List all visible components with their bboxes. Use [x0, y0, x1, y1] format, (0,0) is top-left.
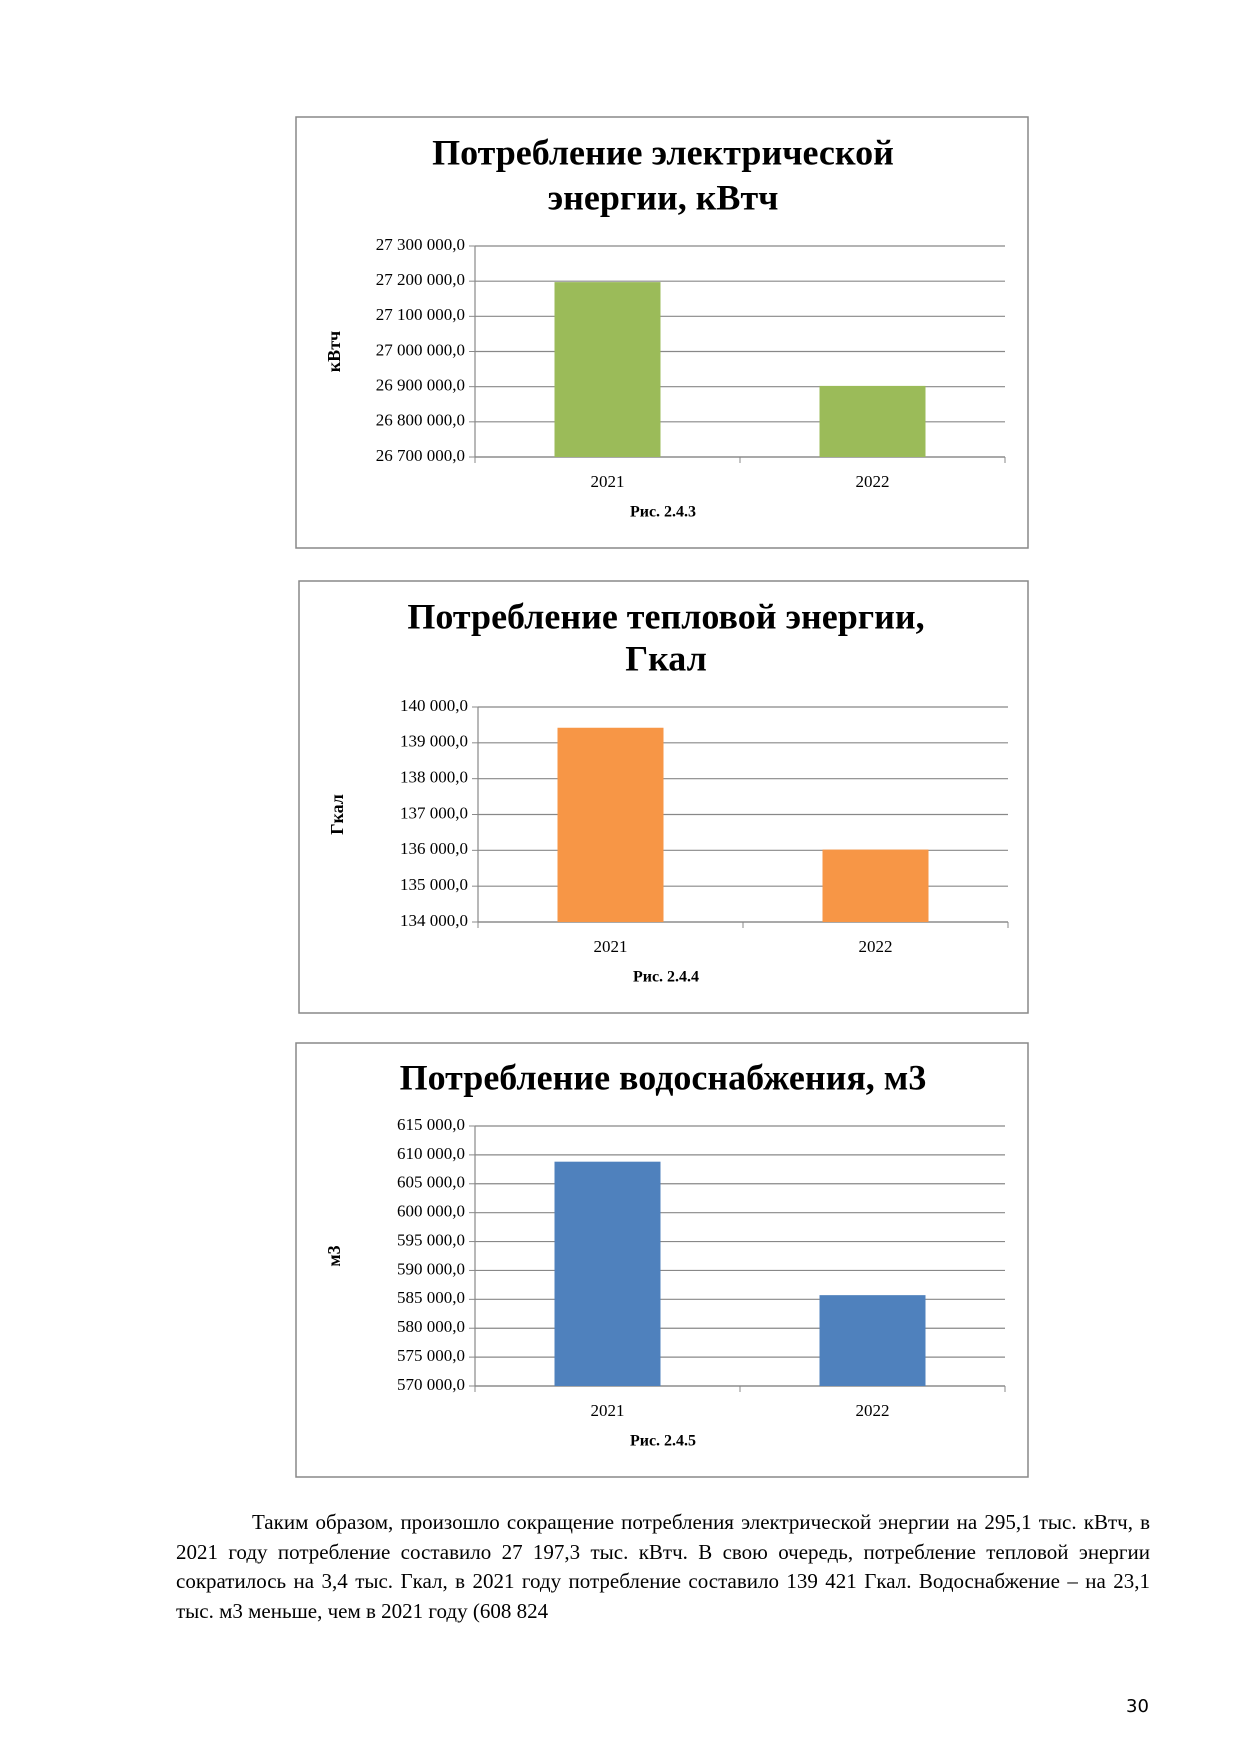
chart-frame	[298, 580, 1029, 1014]
chart-title: Потребление электрической	[432, 132, 894, 172]
chart-title: энергии, кВтч	[548, 177, 779, 217]
x-tick-label: 2021	[591, 472, 625, 491]
y-tick-label: 138 000,0	[400, 768, 468, 787]
y-tick-label: 136 000,0	[400, 839, 468, 858]
y-axis-label: м3	[324, 1245, 344, 1266]
bar	[554, 282, 661, 457]
chart-frame	[295, 1042, 1029, 1478]
bar	[554, 1161, 661, 1386]
x-tick-label: 2021	[591, 1401, 625, 1420]
y-tick-label: 595 000,0	[397, 1230, 465, 1249]
caption: Рис. 2.4.3	[630, 504, 696, 521]
y-tick-label: 615 000,0	[397, 1115, 465, 1134]
y-tick-label: 139 000,0	[400, 732, 468, 751]
y-tick-label: 134 000,0	[400, 911, 468, 930]
chart-frame	[295, 116, 1029, 549]
x-tick-label: 2022	[856, 472, 890, 491]
bar	[819, 385, 926, 457]
y-tick-label: 27 000 000,0	[376, 340, 465, 359]
y-tick-label: 585 000,0	[397, 1288, 465, 1307]
y-axis-label: Гкал	[327, 794, 347, 835]
y-axis-label: кВтч	[324, 331, 344, 372]
y-tick-label: 26 700 000,0	[376, 446, 465, 465]
page-number: 30	[1126, 1696, 1149, 1717]
caption: Рис. 2.4.5	[630, 1433, 696, 1450]
bar	[819, 1295, 926, 1386]
y-tick-label: 570 000,0	[397, 1375, 465, 1394]
y-tick-label: 137 000,0	[400, 803, 468, 822]
y-tick-label: 580 000,0	[397, 1317, 465, 1336]
caption: Рис. 2.4.4	[633, 969, 699, 986]
y-tick-label: 26 800 000,0	[376, 411, 465, 430]
chart-title: Потребление водоснабжения, м3	[400, 1057, 927, 1097]
y-tick-label: 27 300 000,0	[376, 235, 465, 254]
chart-title: Гкал	[625, 638, 707, 678]
y-tick-label: 600 000,0	[397, 1202, 465, 1221]
y-tick-label: 135 000,0	[400, 875, 468, 894]
bar	[557, 727, 664, 922]
y-tick-label: 27 100 000,0	[376, 305, 465, 324]
x-tick-label: 2021	[594, 937, 628, 956]
y-tick-label: 27 200 000,0	[376, 270, 465, 289]
y-tick-label: 575 000,0	[397, 1346, 465, 1365]
y-tick-label: 610 000,0	[397, 1144, 465, 1163]
x-tick-label: 2022	[859, 937, 893, 956]
x-tick-label: 2022	[856, 1401, 890, 1420]
y-tick-label: 590 000,0	[397, 1259, 465, 1278]
paragraph: Таким образом, произошло сокращение потр…	[176, 1510, 1150, 1623]
y-tick-label: 26 900 000,0	[376, 376, 465, 395]
y-tick-label: 140 000,0	[400, 696, 468, 715]
y-tick-label: 605 000,0	[397, 1173, 465, 1192]
bar	[822, 849, 929, 922]
chart-title: Потребление тепловой энергии,	[407, 596, 924, 636]
